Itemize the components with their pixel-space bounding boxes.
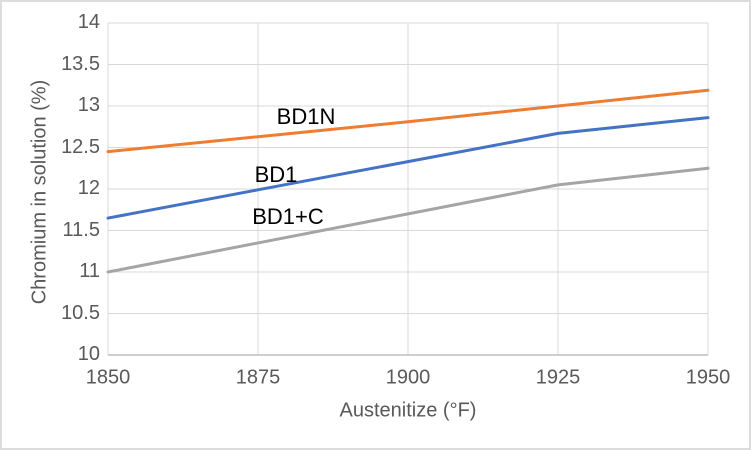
series-label-bd1n: BD1N [276,103,336,129]
x-axis-title: Austenitize (°F) [339,399,477,422]
x-tick-label: 1925 [535,366,581,389]
y-tick-label: 10 [77,343,100,366]
series-line-bd1 [106,116,710,220]
series-line-bd1n [106,88,710,154]
series-line-bd1-c [106,166,710,274]
x-tick-label: 1850 [85,366,131,389]
y-tick-label: 13.5 [61,52,100,75]
y-tick-label: 10.5 [61,301,100,324]
y-tick-label: 12.5 [61,135,100,158]
y-tick-label: 11 [79,260,100,283]
series-label-bd1: BD1 [254,161,298,187]
y-tick-label: 14 [77,11,100,34]
x-tick-label: 1950 [685,366,731,389]
y-tick-label: 11.5 [62,218,100,241]
y-tick-label: 13 [77,94,100,117]
x-tick-label: 1900 [385,366,431,389]
y-tick-label: 12 [77,177,100,200]
x-tick-label: 1875 [235,366,281,389]
series-label-bd1-c: BD1+C [252,204,324,230]
